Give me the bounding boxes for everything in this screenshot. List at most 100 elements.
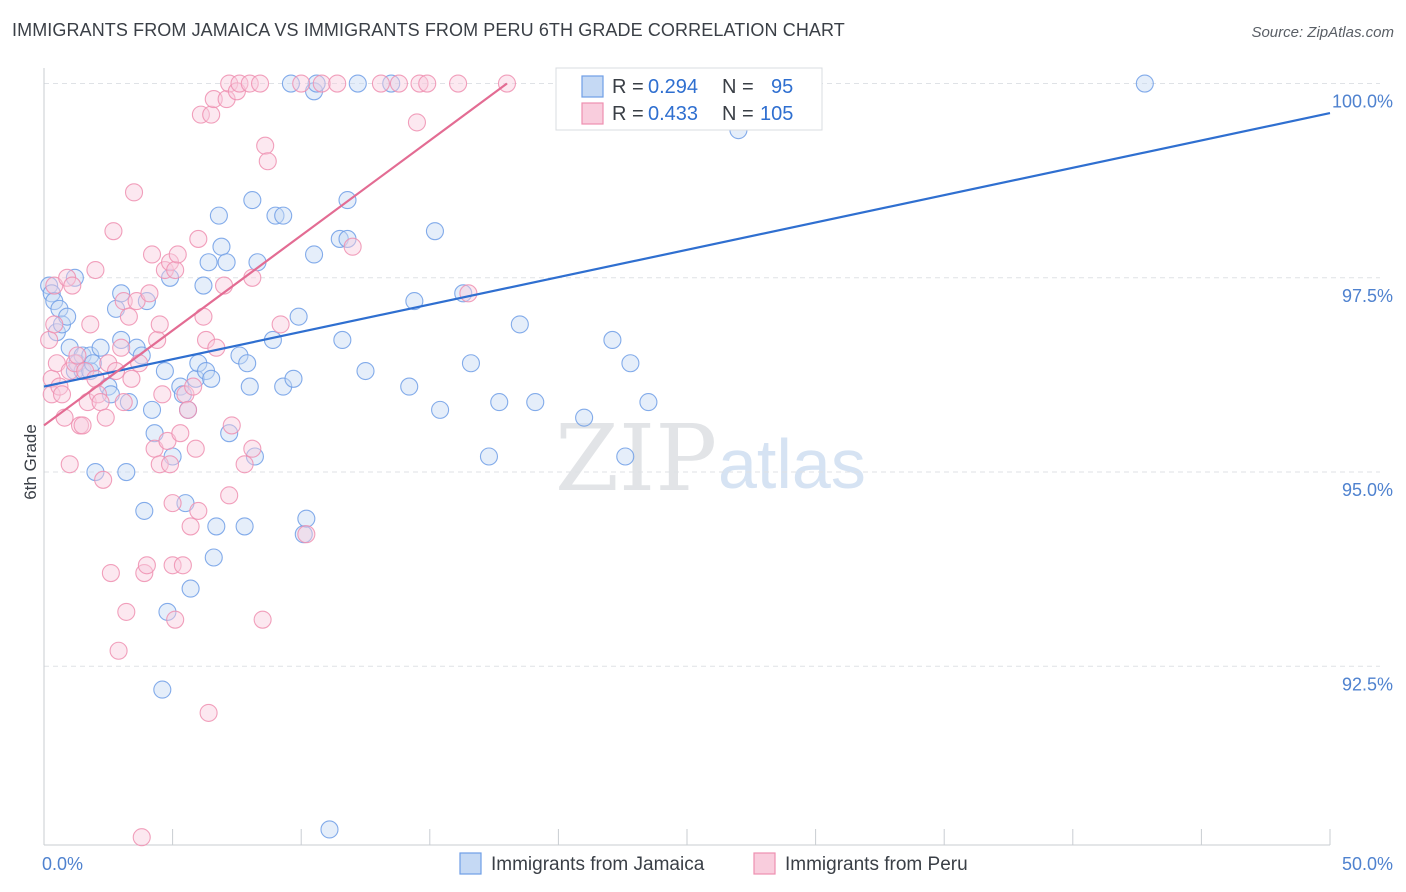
peru-n-value: 105 (760, 103, 793, 125)
peru-point (171, 424, 190, 443)
peru-point (240, 74, 259, 93)
jamaica-point (135, 501, 154, 520)
peru-r-label: R = (612, 103, 644, 125)
peru-point (328, 74, 347, 93)
jamaica-point (333, 330, 352, 350)
peru-point (459, 284, 478, 303)
x-tick-label: 0.0% (42, 854, 83, 874)
peru-point (150, 315, 169, 334)
peru-point (449, 74, 468, 93)
peru-point (150, 455, 169, 474)
jamaica-point (91, 338, 110, 357)
peru-point (60, 455, 79, 474)
peru-point (186, 439, 205, 458)
peru-point (166, 610, 185, 629)
peru-point (63, 276, 82, 295)
peru-point (181, 517, 200, 536)
chart-title: IMMIGRANTS FROM JAMAICA VS IMMIGRANTS FR… (12, 20, 845, 40)
peru-point (407, 113, 426, 132)
peru-point (96, 408, 115, 427)
jamaica-point (199, 253, 218, 272)
y-tick-label: 95.0% (1342, 480, 1393, 500)
peru-point (189, 501, 208, 520)
jamaica-point (510, 315, 529, 334)
peru-point (140, 284, 159, 303)
peru-point (124, 183, 144, 202)
jamaica-point (621, 354, 640, 373)
peru-point (343, 237, 362, 256)
jamaica-point (204, 548, 223, 567)
watermark: ZIP atlas (555, 405, 866, 512)
peru-point (45, 315, 64, 334)
jamaica-point (575, 408, 594, 427)
peru-point (166, 260, 185, 280)
peru-point (163, 556, 182, 575)
jamaica-point (289, 307, 308, 326)
jamaica-point (212, 237, 231, 256)
jamaica-point (431, 400, 450, 419)
peru-point (104, 222, 123, 241)
peru-r-value: 0.433 (648, 103, 698, 125)
peru-point (176, 385, 195, 404)
jamaica-point (284, 369, 303, 388)
peru-point (204, 90, 223, 109)
jamaica-point (240, 377, 259, 396)
jamaica-point (639, 393, 658, 412)
peru-point (168, 245, 187, 264)
jamaica-point (86, 462, 105, 482)
jamaica-point (405, 292, 424, 311)
jamaica-point (305, 245, 324, 264)
jamaica-point (461, 354, 481, 373)
peru-point (191, 105, 210, 124)
peru-point (94, 470, 113, 489)
peru-point (418, 74, 437, 93)
jamaica-point (194, 276, 213, 295)
peru-point (410, 74, 429, 93)
jamaica-swatch (581, 75, 604, 98)
peru-n-label: N = (722, 103, 754, 125)
peru-point (99, 354, 118, 373)
jamaica-point (307, 74, 326, 93)
jamaica-point (112, 330, 131, 350)
peru-point (101, 563, 120, 583)
peru-point (292, 74, 311, 93)
jamaica-n-label: N = (722, 76, 754, 98)
tick-labels: 92.5% 95.0% 97.5% 100.0% 0.0% 50.0% (42, 92, 1393, 874)
peru-point (119, 307, 138, 326)
peru-point (112, 338, 131, 357)
jamaica-point (243, 191, 262, 210)
peru-points (40, 74, 517, 847)
legend-jamaica-swatch (459, 852, 482, 875)
peru-point (178, 400, 198, 419)
peru-point (81, 315, 100, 334)
watermark-zip: ZIP (555, 405, 717, 512)
watermark-atlas: atlas (718, 425, 866, 503)
peru-point (312, 74, 331, 93)
jamaica-point (274, 206, 293, 225)
jamaica-point (479, 447, 499, 466)
jamaica-point (117, 462, 136, 482)
peru-point (86, 369, 105, 388)
peru-point (220, 486, 239, 505)
jamaica-point (266, 206, 285, 225)
y-tick-label: 100.0% (1332, 92, 1393, 112)
peru-point (40, 330, 59, 350)
peru-point (220, 74, 239, 93)
jamaica-point (119, 393, 138, 412)
peru-point (142, 245, 162, 264)
jamaica-point (603, 330, 622, 350)
jamaica-point (158, 602, 177, 621)
peru-point (253, 610, 272, 629)
peru-point (86, 260, 105, 280)
axes (43, 68, 1331, 846)
peru-point (122, 369, 141, 388)
peru-point (130, 354, 149, 373)
source-attribution: Source: ZipAtlas.com (1251, 24, 1394, 41)
peru-point (68, 346, 87, 365)
grid-lines (44, 83, 1380, 667)
peru-swatch (581, 102, 604, 125)
trend-lines (43, 82, 1331, 427)
peru-point (173, 556, 192, 575)
jamaica-point (425, 222, 444, 241)
